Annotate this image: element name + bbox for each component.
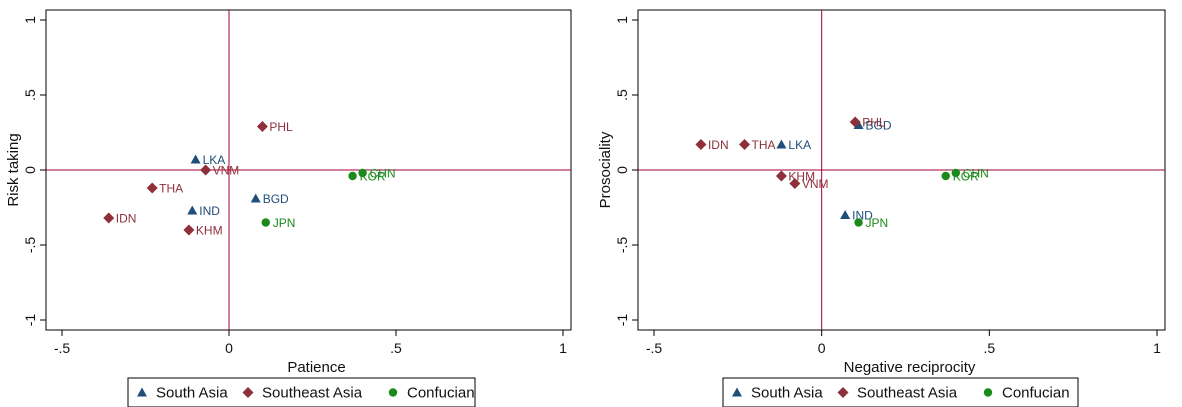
legend-label-confucian: Confucian xyxy=(1002,385,1070,402)
point-label-bgd: BGD xyxy=(866,119,892,133)
legend: South Asia Southeast Asia Confucian xyxy=(127,377,476,407)
point-label-tha: THA xyxy=(752,138,776,152)
legend-marker-south-asia xyxy=(137,387,147,397)
point-label-phl: PHL xyxy=(862,116,886,130)
legend-label-confucian: Confucian xyxy=(407,385,475,402)
point-kor xyxy=(941,171,950,181)
point-phl xyxy=(256,121,268,132)
point-label-phl: PHL xyxy=(269,120,293,134)
point-label-kor: KOR xyxy=(953,170,979,184)
point-label-tha: THA xyxy=(159,182,183,196)
point-idn xyxy=(103,212,115,224)
point-chn xyxy=(951,168,960,178)
point-label-jpn: JPN xyxy=(273,216,296,230)
point-khm xyxy=(183,224,195,236)
legend-marker-confucian xyxy=(388,388,398,397)
x-tick-label: 0 xyxy=(818,340,826,356)
point-bgd xyxy=(853,120,864,129)
point-kor xyxy=(348,171,357,181)
point-label-khm: KHM xyxy=(196,224,223,238)
legend-box xyxy=(722,377,1079,407)
point-label-idn: IDN xyxy=(708,138,729,152)
point-ind xyxy=(187,205,198,215)
legend-marker-southeast-asia xyxy=(837,387,849,398)
y-axis-label: Prosociality xyxy=(597,131,614,208)
point-label-chn: CHN xyxy=(963,167,989,181)
point-idn xyxy=(695,139,707,150)
y-axis-label: Risk taking xyxy=(5,133,22,206)
chart-patience-risk: -.5 0 .5 1 -1 -.5 0 .5 1 Patience Risk taking LKA IN… xyxy=(5,9,572,407)
point-jpn xyxy=(854,218,863,227)
point-label-bgd: BGD xyxy=(263,192,289,206)
point-label-lka: LKA xyxy=(788,138,811,152)
y-tick-label: 1 xyxy=(22,16,38,24)
legend-label-south-asia: South Asia xyxy=(156,385,228,402)
y-tick-label: -1 xyxy=(22,314,38,327)
x-tick-label: .5 xyxy=(390,340,402,356)
point-label-jpn: JPN xyxy=(866,216,889,230)
x-axis-label: Patience xyxy=(287,359,345,376)
x-tick-label: .5 xyxy=(983,340,995,356)
point-lka xyxy=(190,154,201,164)
point-label-idn: IDN xyxy=(116,212,137,226)
chart-reciprocity-prosociality: -.5 0 .5 1 -1 -.5 0 .5 1 Negative reciprocity Pros… xyxy=(597,9,1166,407)
point-chn xyxy=(358,168,367,178)
y-tick-label: 0 xyxy=(22,166,38,174)
y-tick-label: -1 xyxy=(614,314,630,327)
legend-label-south-asia: South Asia xyxy=(751,385,823,402)
x-tick-label: -.5 xyxy=(54,340,71,356)
legend-label-southeast-asia: Southeast Asia xyxy=(262,385,363,402)
legend: South Asia Southeast Asia Confucian xyxy=(722,377,1079,407)
legend-marker-south-asia xyxy=(732,387,742,397)
point-bgd xyxy=(250,193,261,203)
point-jpn xyxy=(261,218,270,227)
y-tick-label: 1 xyxy=(614,16,630,24)
x-axis-label: Negative reciprocity xyxy=(844,359,976,376)
legend-marker-confucian xyxy=(983,388,993,397)
x-tick-label: -.5 xyxy=(646,340,663,356)
legend-label-southeast-asia: Southeast Asia xyxy=(857,385,958,402)
y-tick-label: 0 xyxy=(614,166,630,174)
x-tick-label: 0 xyxy=(225,340,233,356)
y-tick-label: .5 xyxy=(614,89,630,101)
x-tick-label: 1 xyxy=(1153,340,1161,356)
point-label-lka: LKA xyxy=(203,153,226,167)
legend-marker-southeast-asia xyxy=(242,387,254,398)
point-label-kor: KOR xyxy=(360,170,386,184)
point-tha xyxy=(739,139,751,150)
y-tick-label: -.5 xyxy=(22,237,38,254)
y-tick-label: -.5 xyxy=(614,237,630,254)
point-tha xyxy=(146,182,158,194)
point-label-vnm: VNM xyxy=(213,164,240,178)
point-phl xyxy=(849,116,861,128)
point-khm xyxy=(775,170,787,182)
point-vnm xyxy=(200,164,212,176)
point-label-ind: IND xyxy=(199,204,220,218)
point-lka xyxy=(776,139,787,149)
y-tick-label: .5 xyxy=(22,89,38,101)
point-label-chn: CHN xyxy=(370,167,396,181)
point-label-vnm: VNM xyxy=(802,177,829,191)
legend-box xyxy=(127,377,476,407)
x-tick-label: 1 xyxy=(559,340,567,356)
point-vnm xyxy=(789,178,801,189)
point-ind xyxy=(840,210,851,219)
